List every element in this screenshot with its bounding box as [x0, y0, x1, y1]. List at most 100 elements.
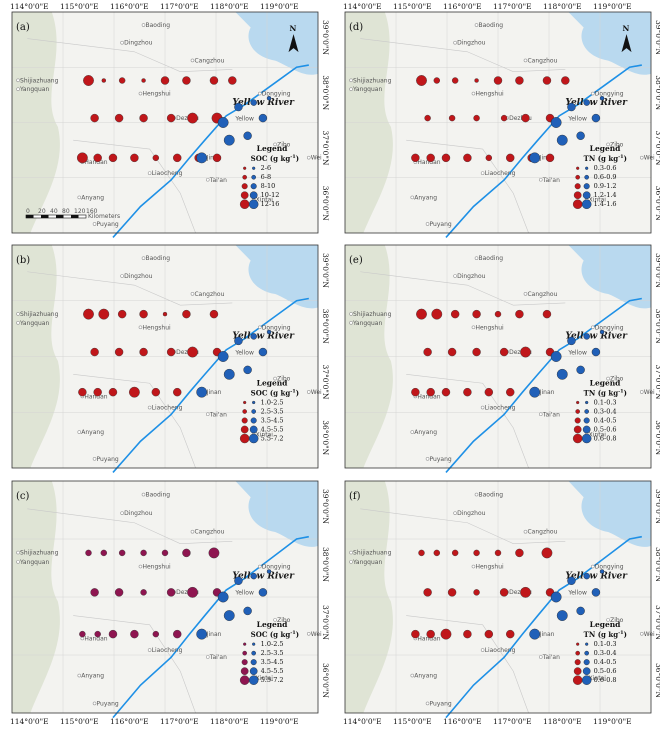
site-marker	[506, 387, 515, 397]
site-marker	[100, 549, 108, 557]
city-label: Liaocheng	[485, 170, 516, 177]
scale-tick-label: 160	[86, 208, 98, 215]
city-marker	[147, 648, 152, 652]
site-marker	[209, 309, 219, 319]
bottom-tick-label: 115°0'0"E	[393, 717, 432, 726]
site-marker	[576, 606, 585, 616]
legend-class-label: 8-10	[261, 182, 276, 190]
city-label: Tai'an	[209, 177, 227, 184]
city-marker	[138, 564, 143, 569]
city-label: Shijiazhuang	[353, 311, 392, 318]
city-label: Dezhou	[509, 115, 532, 122]
boundary-line	[406, 374, 529, 469]
map-panel-b: Yellow River Yellow Baoding Dingzhou Cangzho…	[11, 244, 330, 473]
lat-tick-label: 36°0'0"N	[321, 663, 330, 698]
city-label: Dongying	[595, 324, 624, 331]
boundary-line	[27, 271, 233, 306]
city-marker	[480, 171, 485, 175]
bottom-tick-label: 116°0'0"E	[443, 717, 482, 726]
site-marker	[187, 112, 198, 124]
city-marker	[190, 58, 195, 63]
legend-symbol-red	[243, 166, 247, 170]
city-label: Baoding	[479, 22, 504, 29]
legend-symbol-red	[574, 417, 581, 424]
city-label: Cangzhou	[194, 529, 224, 536]
legend-class-label: 0.3-0.4	[594, 407, 617, 415]
city-marker	[349, 560, 353, 564]
lat-tick-label: 39°0'0"N	[654, 253, 660, 288]
city-label: Shijiazhuang	[353, 77, 392, 84]
city-label: Xintai	[256, 675, 274, 682]
scale-tick-label: 120	[74, 208, 86, 215]
legend-symbol-blue	[584, 174, 589, 180]
site-marker	[485, 154, 493, 162]
site-marker	[182, 548, 191, 558]
site-marker	[433, 549, 440, 557]
legend-symbol-red	[572, 675, 583, 685]
site-marker	[118, 549, 126, 557]
site-marker	[114, 347, 124, 357]
city-marker	[474, 256, 479, 260]
legend-symbol-blue	[252, 642, 256, 646]
site-marker	[161, 549, 169, 557]
city-label: Yangquan	[352, 320, 382, 327]
lat-tick-label: 39°0'0"N	[654, 20, 660, 55]
city-label: Wei	[644, 389, 655, 396]
site-marker	[411, 629, 420, 639]
city-label: Yangquan	[19, 86, 49, 93]
panel-label: (a)	[16, 22, 30, 33]
sea-area	[568, 481, 651, 547]
legend-symbol-red	[575, 174, 580, 180]
city-label: Jinan	[206, 631, 222, 638]
legend-class-label: 1.0-2.5	[261, 398, 284, 406]
city-marker	[138, 91, 143, 96]
panel-label: (d)	[349, 22, 363, 33]
site-marker	[223, 134, 235, 146]
lat-tick-label: 38°0'0"N	[654, 547, 660, 582]
city-marker	[141, 492, 146, 497]
city-marker	[16, 87, 20, 91]
legend-symbol-red	[574, 659, 581, 666]
site-marker	[160, 76, 170, 85]
lat-tick-label: 37°0'0"N	[321, 365, 330, 400]
river-label: Yellow River	[565, 332, 628, 342]
city-label: Xintai	[589, 197, 607, 204]
city-marker	[273, 618, 277, 622]
city-marker	[141, 256, 146, 260]
legend-unit: SOC (g kg-1)	[251, 388, 299, 397]
city-label: Hengshui	[142, 564, 171, 571]
city-label: Xintai	[589, 675, 607, 682]
sea-area	[235, 481, 318, 547]
legend-class-label: 0.1-0.3	[594, 640, 617, 648]
map-panel-f: Yellow River Yellow Baoding Dingzhou Cangzho…	[344, 480, 660, 719]
site-marker	[139, 347, 148, 357]
city-label: Tai'an	[209, 411, 227, 418]
lat-tick-label: 39°0'0"N	[321, 489, 330, 524]
site-marker	[499, 588, 509, 597]
site-marker	[223, 610, 235, 621]
site-marker	[130, 153, 139, 163]
site-marker	[79, 630, 86, 638]
legend-symbol-red	[240, 191, 249, 200]
site-marker	[223, 368, 235, 380]
site-marker	[426, 387, 435, 397]
river-label: Yellow River	[232, 332, 295, 342]
site-marker	[583, 572, 590, 580]
city-label: Baoding	[146, 255, 171, 262]
site-marker	[209, 76, 219, 85]
city-label: Anyang	[81, 673, 104, 680]
legend-symbol-blue	[585, 642, 589, 646]
scale-bar-segment	[56, 215, 64, 218]
city-label: Dongying	[262, 564, 291, 571]
site-marker	[182, 76, 191, 85]
legend-class-label: 0.3-0.6	[594, 164, 617, 172]
site-marker	[550, 351, 562, 362]
legend-class-label: 0.3-0.4	[594, 649, 617, 657]
top-tick-label: 119°0'0"E	[260, 2, 299, 11]
top-tick-label: 114°0'0"E	[10, 2, 49, 11]
city-marker	[606, 376, 610, 381]
top-tick-label: 115°0'0"E	[393, 2, 432, 11]
legend-symbol-red	[242, 174, 247, 180]
site-marker	[98, 308, 110, 320]
